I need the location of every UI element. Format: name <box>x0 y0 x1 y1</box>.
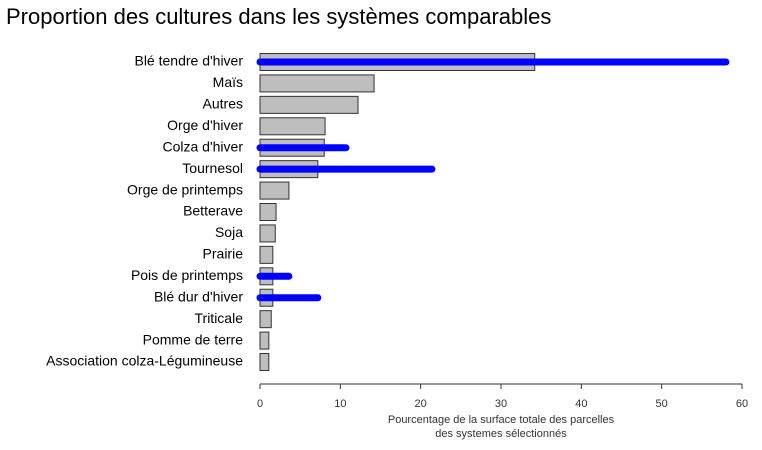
bar <box>259 245 274 264</box>
x-tick-label: 20 <box>415 398 427 410</box>
x-tick-label: 50 <box>656 398 668 410</box>
x-axis-label: Pourcentage de la surface totale des par… <box>388 414 615 426</box>
category-label: Orge d'hiver <box>167 117 243 133</box>
category-label: Betterave <box>183 203 243 219</box>
x-tick-label: 30 <box>495 398 507 410</box>
category-label: Pomme de terre <box>143 331 244 347</box>
bar <box>259 224 276 243</box>
bar <box>259 74 375 93</box>
category-label: Blé dur d'hiver <box>154 288 243 304</box>
category-label: Maïs <box>213 74 243 90</box>
x-axis-label: des systemes sélectionnés <box>435 428 567 440</box>
category-label: Colza d'hiver <box>163 138 244 154</box>
bar <box>259 95 359 114</box>
category-label: Soja <box>215 224 243 240</box>
category-label: Pois de printemps <box>131 267 243 283</box>
category-label: Autres <box>203 96 243 112</box>
category-label: Tournesol <box>182 160 243 176</box>
x-tick-label: 60 <box>736 398 748 410</box>
chart-title: Proportion des cultures dans les système… <box>6 4 551 29</box>
category-label: Blé tendre d'hiver <box>134 53 243 69</box>
x-tick-label: 10 <box>334 398 346 410</box>
bar <box>259 331 270 350</box>
category-label: Orge de printemps <box>127 181 243 197</box>
category-label: Association colza-Légumineuse <box>46 353 243 369</box>
category-label: Triticale <box>195 310 244 326</box>
bar <box>259 181 290 200</box>
bar <box>259 203 277 222</box>
bar <box>259 310 272 329</box>
bar <box>259 353 270 372</box>
x-tick-label: 0 <box>257 398 263 410</box>
category-label: Prairie <box>203 246 244 262</box>
bar <box>259 117 326 136</box>
x-tick-label: 40 <box>575 398 587 410</box>
